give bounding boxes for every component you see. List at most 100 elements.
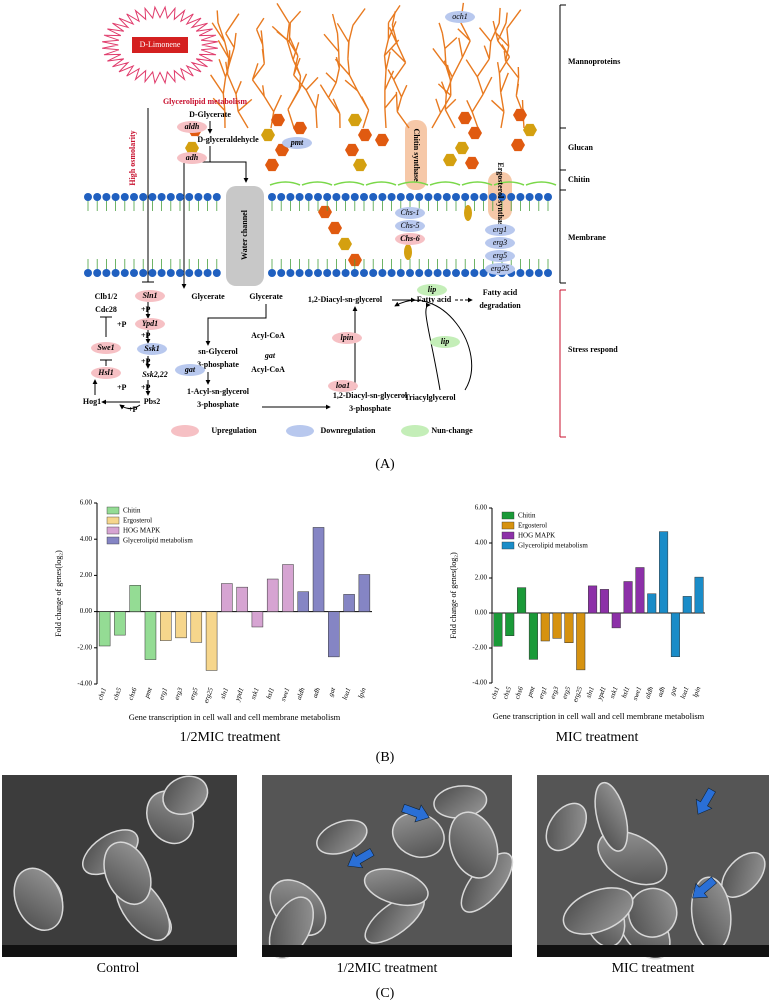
diagram-label: lpin <box>341 333 354 342</box>
glucan <box>443 153 457 167</box>
x-tick-label: ypd1 <box>233 686 246 702</box>
diagram-label: +P <box>128 405 138 414</box>
gene-pill <box>282 137 312 149</box>
sem-info-bar <box>537 945 769 957</box>
chitin <box>301 181 333 186</box>
gene-pill <box>445 11 475 23</box>
chitin <box>429 181 461 186</box>
lipid-head <box>277 193 286 201</box>
lipid-head <box>212 193 221 201</box>
yeast-cell <box>562 887 634 935</box>
gene-pill <box>135 318 165 330</box>
y-tick-label: 2.00 <box>475 574 488 582</box>
legend-label: Chitin <box>123 507 141 515</box>
y-axis-label: Fold change of genes(log₂) <box>54 550 63 637</box>
lipid-head <box>203 193 212 201</box>
lipid-head <box>157 193 166 201</box>
lipid-head <box>350 193 359 201</box>
glucan <box>275 143 289 157</box>
bar <box>564 612 574 643</box>
bar <box>540 612 550 642</box>
lipid-head <box>176 193 184 201</box>
lipid-head <box>332 269 341 277</box>
blue-arrow <box>347 848 375 869</box>
y-tick-label: 4.00 <box>80 535 93 543</box>
legend-swatch <box>106 516 120 525</box>
lipid-head <box>286 269 295 277</box>
bar <box>670 612 680 657</box>
bracket-red <box>559 289 566 438</box>
y-tick-label: -2.00 <box>472 644 487 652</box>
diagram-label: Glucan <box>568 143 593 152</box>
lipid-head <box>406 269 414 277</box>
lipid-head <box>304 193 313 201</box>
chitin <box>397 181 429 186</box>
mannoprotein <box>334 8 370 129</box>
lipid-head <box>314 193 322 201</box>
lipid-head <box>442 193 451 201</box>
mannoprotein <box>319 13 341 129</box>
glucan <box>358 128 372 142</box>
blue-arrow <box>695 787 716 815</box>
lipid-head <box>461 269 470 277</box>
lipid-head <box>470 269 479 277</box>
mannoprotein <box>211 10 253 129</box>
mannoprotein <box>465 7 501 129</box>
x-tick-label: pmt <box>525 685 537 700</box>
lipid-head <box>424 193 433 201</box>
x-tick-label: pmt <box>142 686 154 701</box>
x-tick-label: sln1 <box>219 686 231 700</box>
glucan <box>185 141 199 155</box>
diagram-label: Ssk2,22 <box>142 370 168 379</box>
bar <box>517 587 527 614</box>
x-axis-label: Gene transcription in cell wall and cell… <box>129 712 341 722</box>
lipid-head <box>102 193 111 201</box>
legend-swatch <box>286 425 314 437</box>
lipid-head <box>323 193 332 201</box>
lipid-head <box>479 269 488 277</box>
y-tick-label: 0.00 <box>475 609 488 617</box>
lipid-head <box>185 269 194 277</box>
glucan <box>271 113 285 127</box>
legend-label: Glycerolipid metabolism <box>123 537 193 545</box>
lipid-head <box>314 269 322 277</box>
panel-label: (C) <box>376 986 395 1001</box>
glucan <box>511 138 525 152</box>
x-tick-label: lpin <box>357 686 368 699</box>
bar <box>297 591 309 612</box>
yeast-cell <box>268 896 315 960</box>
diagram-label: +P <box>141 383 151 392</box>
lipid-head <box>360 269 368 277</box>
diagram-label: pmt <box>290 138 304 147</box>
gene-pill <box>328 380 358 392</box>
yeast-cell <box>363 868 429 907</box>
bar <box>599 589 609 614</box>
x-tick-label: erg1 <box>157 686 169 701</box>
lipid-head <box>360 193 368 201</box>
lipid-head <box>369 269 378 277</box>
legend-swatch <box>501 541 515 550</box>
diagram-label: Acyl-CoA <box>251 331 285 340</box>
lipid-head <box>139 269 148 277</box>
bar <box>358 574 371 612</box>
ergosterol <box>404 244 412 260</box>
yeast-cell <box>594 781 629 852</box>
diagram-label: Glycerolipid metabolism <box>163 97 247 106</box>
x-tick-label: sln1 <box>584 685 596 699</box>
gene-pill <box>485 224 515 236</box>
bar <box>588 585 598 614</box>
diagram-label: 1,2-Diacyl-sn-glycerol <box>308 295 383 304</box>
glucan <box>465 156 479 170</box>
diagram-label: lip <box>441 337 449 346</box>
diagram-label: Hsl1 <box>97 368 114 377</box>
lipid-head <box>93 193 102 201</box>
lipid-head <box>304 269 313 277</box>
diagram-label: 3-phosphate <box>197 360 239 369</box>
diagram-label: Swe1 <box>97 343 114 352</box>
lipid-head <box>507 193 516 201</box>
legend-label: Ergosterol <box>123 517 152 525</box>
water-channel <box>226 186 264 286</box>
x-tick-label: chs5 <box>111 686 123 701</box>
